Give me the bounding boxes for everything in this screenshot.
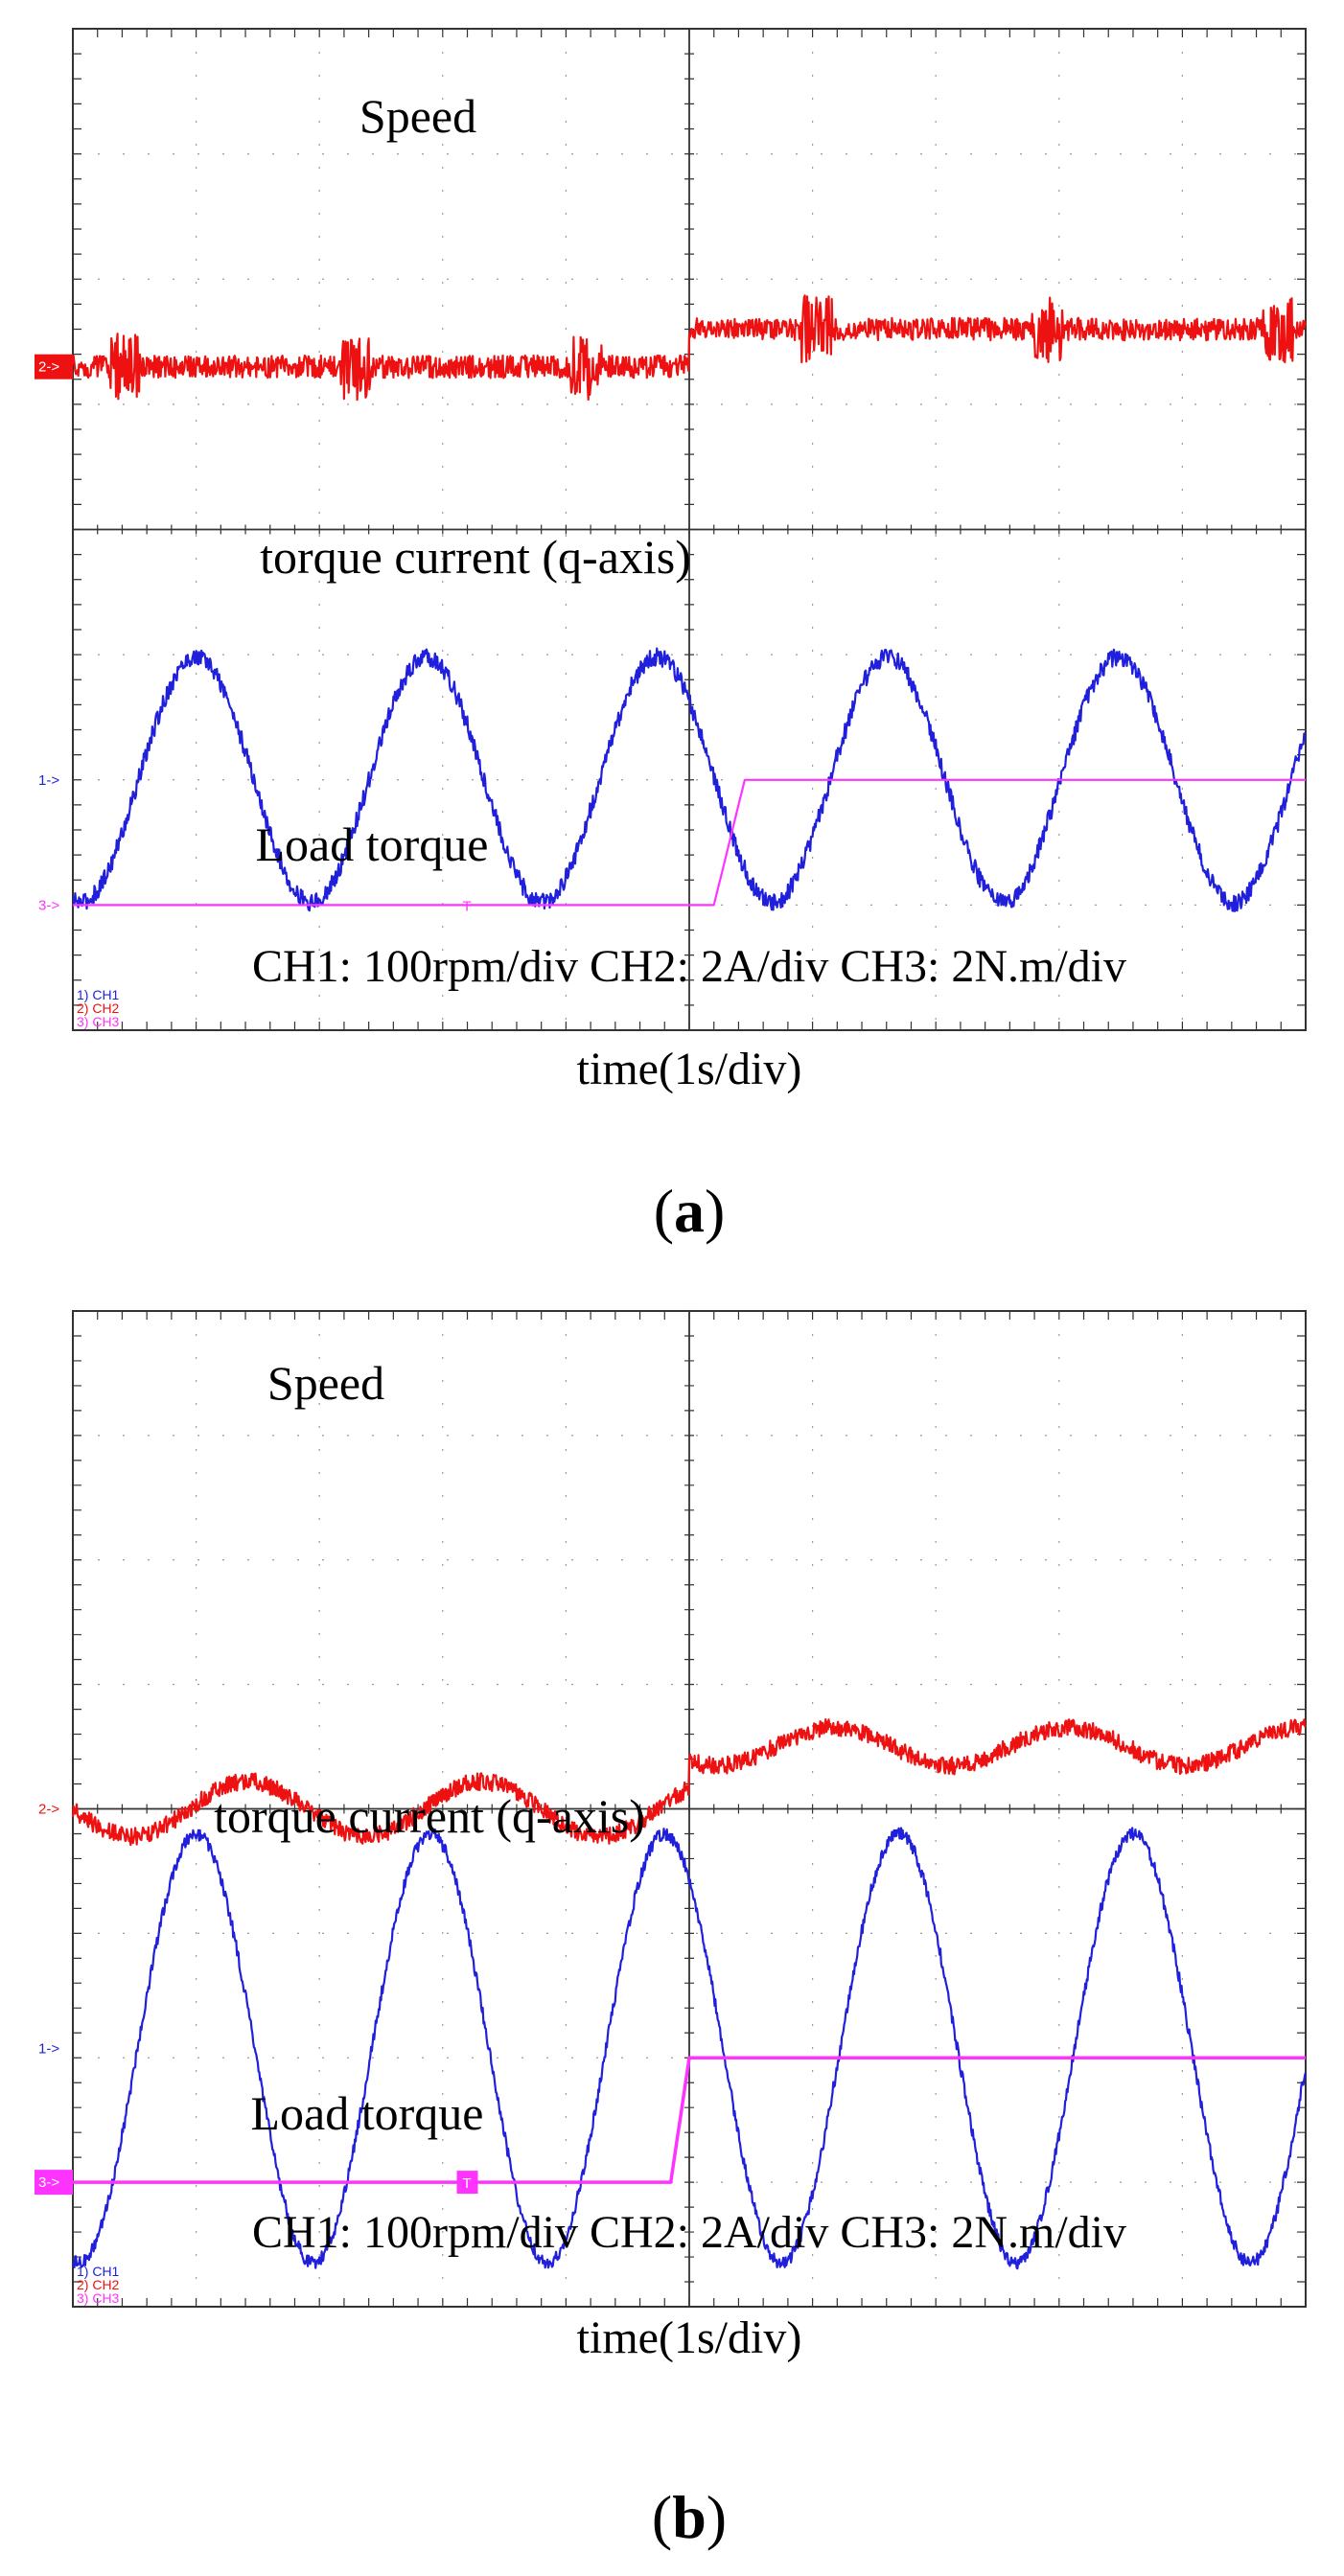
legend-entry-ch2: 2) CH2 [77, 2277, 120, 2292]
trace-ch1 [72, 647, 1307, 912]
legend-entry-ch1: 1) CH1 [77, 2264, 120, 2279]
label-torque-current: torque current (q-axis) [214, 1789, 645, 1843]
channel-marker-bg [35, 354, 73, 380]
channel-marker-ch3: 3-> [38, 897, 59, 913]
trigger-marker-bg [456, 2171, 478, 2195]
scale-text: CH1: 100rpm/div CH2: 2A/div CH3: 2N.m/di… [252, 2207, 1126, 2258]
channel-marker-ch1: 1-> [38, 2041, 59, 2058]
x-axis-label: time(1s/div) [577, 1044, 802, 1094]
trace-ch2 [71, 1718, 1307, 1847]
channel-marker-ch2: 2-> [38, 359, 59, 376]
trace-ch2 [71, 294, 1308, 402]
trigger-marker: T [463, 2175, 472, 2192]
channel-marker-ch3: 3-> [38, 2174, 59, 2191]
trigger-marker: T [463, 898, 472, 914]
label-load-torque: Load torque [256, 817, 489, 871]
panel-label: (b) [652, 2483, 727, 2551]
legend-entry-ch3: 3) CH3 [77, 1014, 120, 1029]
legend-entry-ch2: 2) CH2 [77, 1000, 120, 1016]
legend-entry-ch1: 1) CH1 [77, 987, 120, 1002]
channel-marker-ch1: 1-> [38, 772, 59, 789]
legend-entry-ch3: 3) CH3 [77, 2290, 120, 2306]
scale-text: CH1: 100rpm/div CH2: 2A/div CH3: 2N.m/di… [252, 941, 1126, 992]
channel-marker-bg [35, 2170, 73, 2196]
trace-ch1 [71, 1827, 1308, 2270]
trace-ch3 [72, 778, 1307, 907]
label-torque-current: torque current (q-axis) [260, 530, 691, 584]
label-speed: Speed [359, 89, 476, 143]
channel-marker-ch2: 2-> [38, 1802, 59, 1818]
panel-label: (a) [654, 1177, 726, 1245]
label-speed: Speed [267, 1356, 384, 1410]
x-axis-label: time(1s/div) [577, 2312, 802, 2363]
label-load-torque: Load torque [251, 2086, 484, 2140]
trace-ch3 [72, 2056, 1307, 2184]
